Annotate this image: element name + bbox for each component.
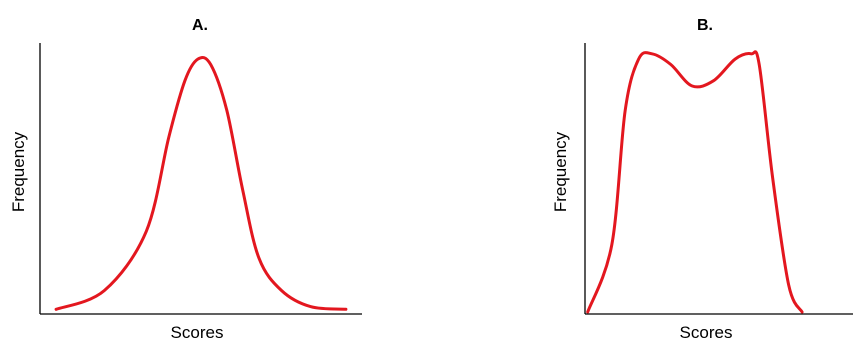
- chart-b: B. Frequency Scores: [551, 17, 853, 342]
- chart-b-title: B.: [697, 17, 713, 34]
- chart-a-title: A.: [192, 17, 208, 34]
- chart-a: A. Frequency Scores: [9, 17, 362, 342]
- chart-b-y-label: Frequency: [551, 131, 570, 212]
- chart-a-y-label: Frequency: [9, 131, 28, 212]
- chart-a-x-label: Scores: [171, 323, 224, 342]
- chart-a-curve: [54, 55, 348, 311]
- chart-b-curve: [586, 50, 804, 314]
- chart-b-x-label: Scores: [680, 323, 733, 342]
